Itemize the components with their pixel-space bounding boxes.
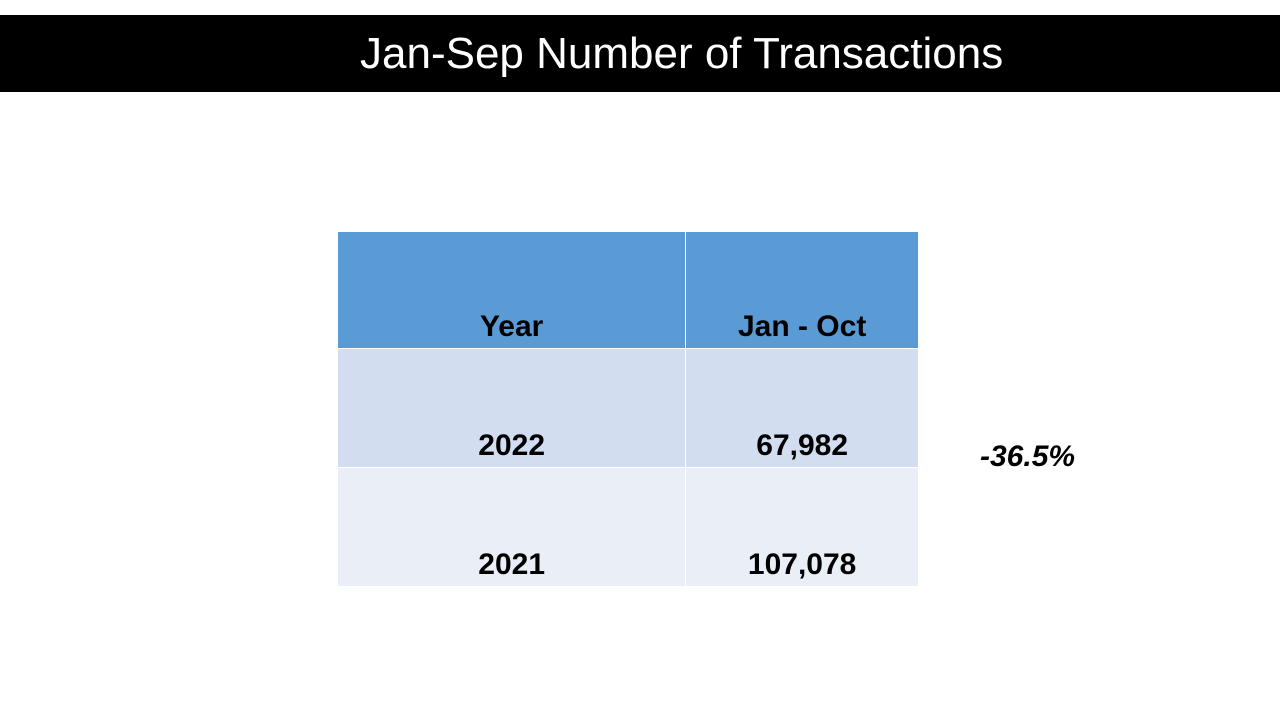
- cell-year: 2022: [336, 348, 687, 468]
- table-row: 2022 67,982: [336, 348, 919, 468]
- percent-change-label: -36.5%: [980, 440, 1076, 473]
- slide-title: Jan-Sep Number of Transactions: [360, 29, 1004, 78]
- table-header-row: Year Jan - Oct: [336, 231, 919, 349]
- transactions-table: Year Jan - Oct 2022 67,982 2021 107,078: [336, 231, 919, 587]
- title-bar: Jan-Sep Number of Transactions: [0, 15, 1280, 92]
- header-year: Year: [336, 231, 687, 349]
- cell-transactions: 67,982: [685, 348, 919, 468]
- cell-transactions: 107,078: [685, 467, 919, 587]
- table-row: 2021 107,078: [336, 467, 919, 587]
- cell-year: 2021: [336, 467, 687, 587]
- header-period: Jan - Oct: [685, 231, 919, 349]
